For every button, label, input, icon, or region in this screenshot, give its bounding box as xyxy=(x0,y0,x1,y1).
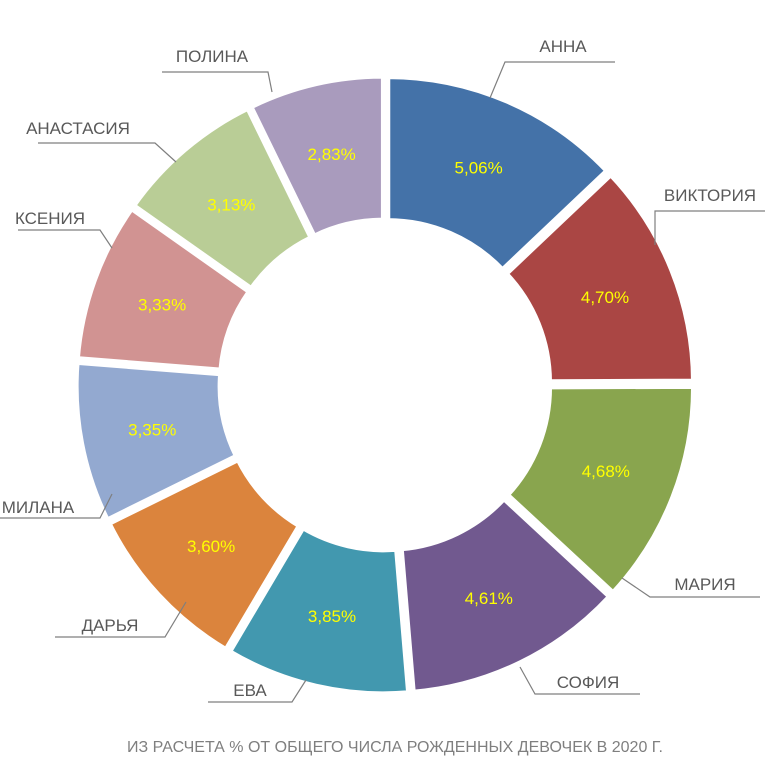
value-label: 3,33% xyxy=(138,295,186,314)
category-label: АННА xyxy=(539,37,587,56)
value-label: 4,68% xyxy=(582,462,630,481)
slice-10 xyxy=(247,73,386,240)
slice-1 xyxy=(385,74,611,274)
category-label: ВИКТОРИЯ xyxy=(664,186,756,205)
slice-5 xyxy=(226,524,412,697)
category-label: СОФИЯ xyxy=(557,673,620,692)
slices-group xyxy=(73,73,697,697)
value-label: 4,61% xyxy=(465,589,513,608)
slice-7 xyxy=(73,359,240,524)
category-label: ПОЛИНА xyxy=(176,47,249,66)
leader-line xyxy=(55,601,187,638)
category-label: МАРИЯ xyxy=(674,575,735,594)
value-label: 2,83% xyxy=(308,145,356,164)
leader-line xyxy=(162,71,273,93)
leader-line xyxy=(519,666,640,695)
leader-line xyxy=(489,61,615,99)
leader-line xyxy=(0,493,113,519)
value-label: 3,85% xyxy=(308,607,356,626)
slice-4 xyxy=(398,495,614,695)
category-label: ДАРЬЯ xyxy=(82,616,139,635)
value-label: 5,06% xyxy=(455,158,503,177)
leader-line xyxy=(18,229,113,249)
value-label: 3,35% xyxy=(128,421,176,440)
slice-8 xyxy=(74,205,253,373)
slice-6 xyxy=(105,456,303,654)
value-label: 4,70% xyxy=(581,288,629,307)
leader-line xyxy=(208,679,307,703)
slice-9 xyxy=(130,104,315,293)
category-label: АНАСТАСИЯ xyxy=(26,119,130,138)
leader-line xyxy=(621,577,760,598)
slice-3 xyxy=(503,383,697,597)
leader-line xyxy=(38,142,177,163)
slice-2 xyxy=(502,171,697,385)
category-label: ЕВА xyxy=(233,681,267,700)
labels-group: 5,06% АННА 4,70% ВИКТОРИЯ 4,68% МАРИЯ 4,61% СОФ… xyxy=(2,37,756,700)
leaders-group xyxy=(0,61,765,703)
value-label: 3,60% xyxy=(187,537,235,556)
category-label: МИЛАНА xyxy=(2,498,75,517)
value-label: 3,13% xyxy=(207,196,255,215)
leader-line xyxy=(654,210,765,245)
category-label: КСЕНИЯ xyxy=(15,209,85,228)
footnote: ИЗ РАСЧЕТА % ОТ ОБЩЕГО ЧИСЛА РОЖДЕННЫХ Д… xyxy=(127,739,663,756)
